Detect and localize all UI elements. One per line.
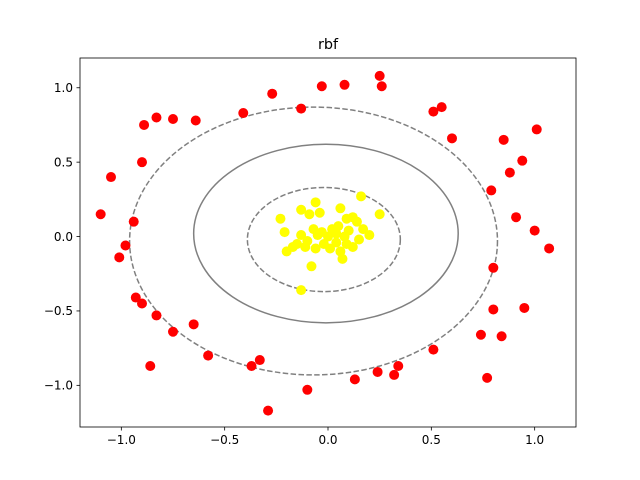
outer-point xyxy=(128,216,139,227)
outer-point xyxy=(168,326,178,337)
outer-point xyxy=(349,374,360,385)
inner-point xyxy=(374,209,385,220)
inner-point xyxy=(310,243,321,254)
margin-contour xyxy=(128,106,499,376)
outer-point xyxy=(139,119,150,130)
outer-point xyxy=(296,103,307,114)
outer-point xyxy=(254,355,265,366)
outer-point xyxy=(106,172,116,183)
outer-point xyxy=(120,240,131,251)
inner-point xyxy=(302,236,313,247)
outer-point xyxy=(151,310,162,321)
outer-point xyxy=(531,124,542,135)
contour-layer xyxy=(128,106,499,376)
outer-point xyxy=(498,134,509,145)
outer-point xyxy=(488,304,499,315)
outer-point xyxy=(482,372,493,383)
inner-point xyxy=(354,234,364,245)
outer-point xyxy=(203,350,214,361)
outer-point xyxy=(529,225,540,236)
y-tick-label: 0.5 xyxy=(54,155,73,169)
inner-point xyxy=(275,213,286,224)
y-axis: −1.0 −0.5 0.0 0.5 1.0 xyxy=(44,81,80,393)
outer-point xyxy=(488,262,499,273)
outer-point xyxy=(190,115,201,126)
outer-point xyxy=(130,292,141,303)
x-tick-label: −1.0 xyxy=(107,433,136,447)
outer-point xyxy=(246,360,257,371)
outer-point xyxy=(544,243,555,254)
y-tick-label: −1.0 xyxy=(44,379,73,393)
outer-point xyxy=(486,185,497,196)
inner-point xyxy=(347,241,358,252)
inner-point xyxy=(304,209,315,220)
outer-point xyxy=(376,81,387,92)
inner-point xyxy=(335,203,346,214)
inner-point xyxy=(323,231,333,242)
outer-point xyxy=(447,133,457,144)
inner-point xyxy=(314,207,325,218)
chart-title: rbf xyxy=(318,37,339,53)
inner-point xyxy=(292,238,302,249)
x-tick-label: 1.0 xyxy=(525,433,544,447)
outer-point xyxy=(428,106,439,117)
x-tick-label: 0.5 xyxy=(422,433,441,447)
x-tick-label: 0.0 xyxy=(318,433,337,447)
inner-point xyxy=(364,230,375,241)
outer-point xyxy=(238,108,249,119)
outer-point xyxy=(316,81,327,92)
outer-point xyxy=(302,384,313,395)
points-layer xyxy=(95,70,555,416)
outer-point xyxy=(267,88,278,99)
outer-point xyxy=(145,360,156,371)
outer-point xyxy=(188,319,199,330)
outer-point xyxy=(114,252,125,263)
inner-point xyxy=(306,261,317,272)
outer-point xyxy=(511,212,522,223)
outer-point xyxy=(389,369,400,380)
y-tick-label: 0.0 xyxy=(54,230,73,244)
outer-point xyxy=(137,157,147,168)
outer-point xyxy=(393,360,404,371)
inner-point xyxy=(358,224,369,235)
outer-point xyxy=(151,112,162,123)
x-tick-label: −0.5 xyxy=(210,433,239,447)
inner-point xyxy=(310,197,321,208)
inner-point xyxy=(296,285,307,296)
outer-point xyxy=(168,114,178,125)
margin-contour xyxy=(246,186,402,293)
outer-point xyxy=(95,209,106,220)
outer-point xyxy=(517,155,528,166)
outer-point xyxy=(496,331,507,342)
y-tick-label: −0.5 xyxy=(44,304,73,318)
outer-point xyxy=(504,167,515,178)
outer-point xyxy=(263,405,274,416)
inner-point xyxy=(331,237,342,248)
inner-point xyxy=(331,228,342,239)
x-axis: −1.0 −0.5 0.0 0.5 1.0 xyxy=(107,427,544,447)
outer-point xyxy=(436,102,447,113)
outer-point xyxy=(137,298,147,309)
inner-point xyxy=(325,243,336,254)
outer-point xyxy=(428,344,439,355)
inner-point xyxy=(343,225,354,236)
inner-point xyxy=(279,227,290,238)
inner-point xyxy=(296,230,307,241)
y-tick-label: 1.0 xyxy=(54,81,73,95)
inner-point xyxy=(337,253,348,264)
decision-boundary-contour xyxy=(192,143,459,324)
inner-point xyxy=(351,216,362,227)
inner-point xyxy=(356,191,367,202)
plot-area xyxy=(95,70,555,416)
outer-point xyxy=(372,366,383,377)
outer-point xyxy=(475,329,486,340)
outer-point xyxy=(519,302,530,313)
inner-point xyxy=(296,204,307,215)
outer-point xyxy=(339,79,350,90)
outer-point xyxy=(374,70,385,81)
